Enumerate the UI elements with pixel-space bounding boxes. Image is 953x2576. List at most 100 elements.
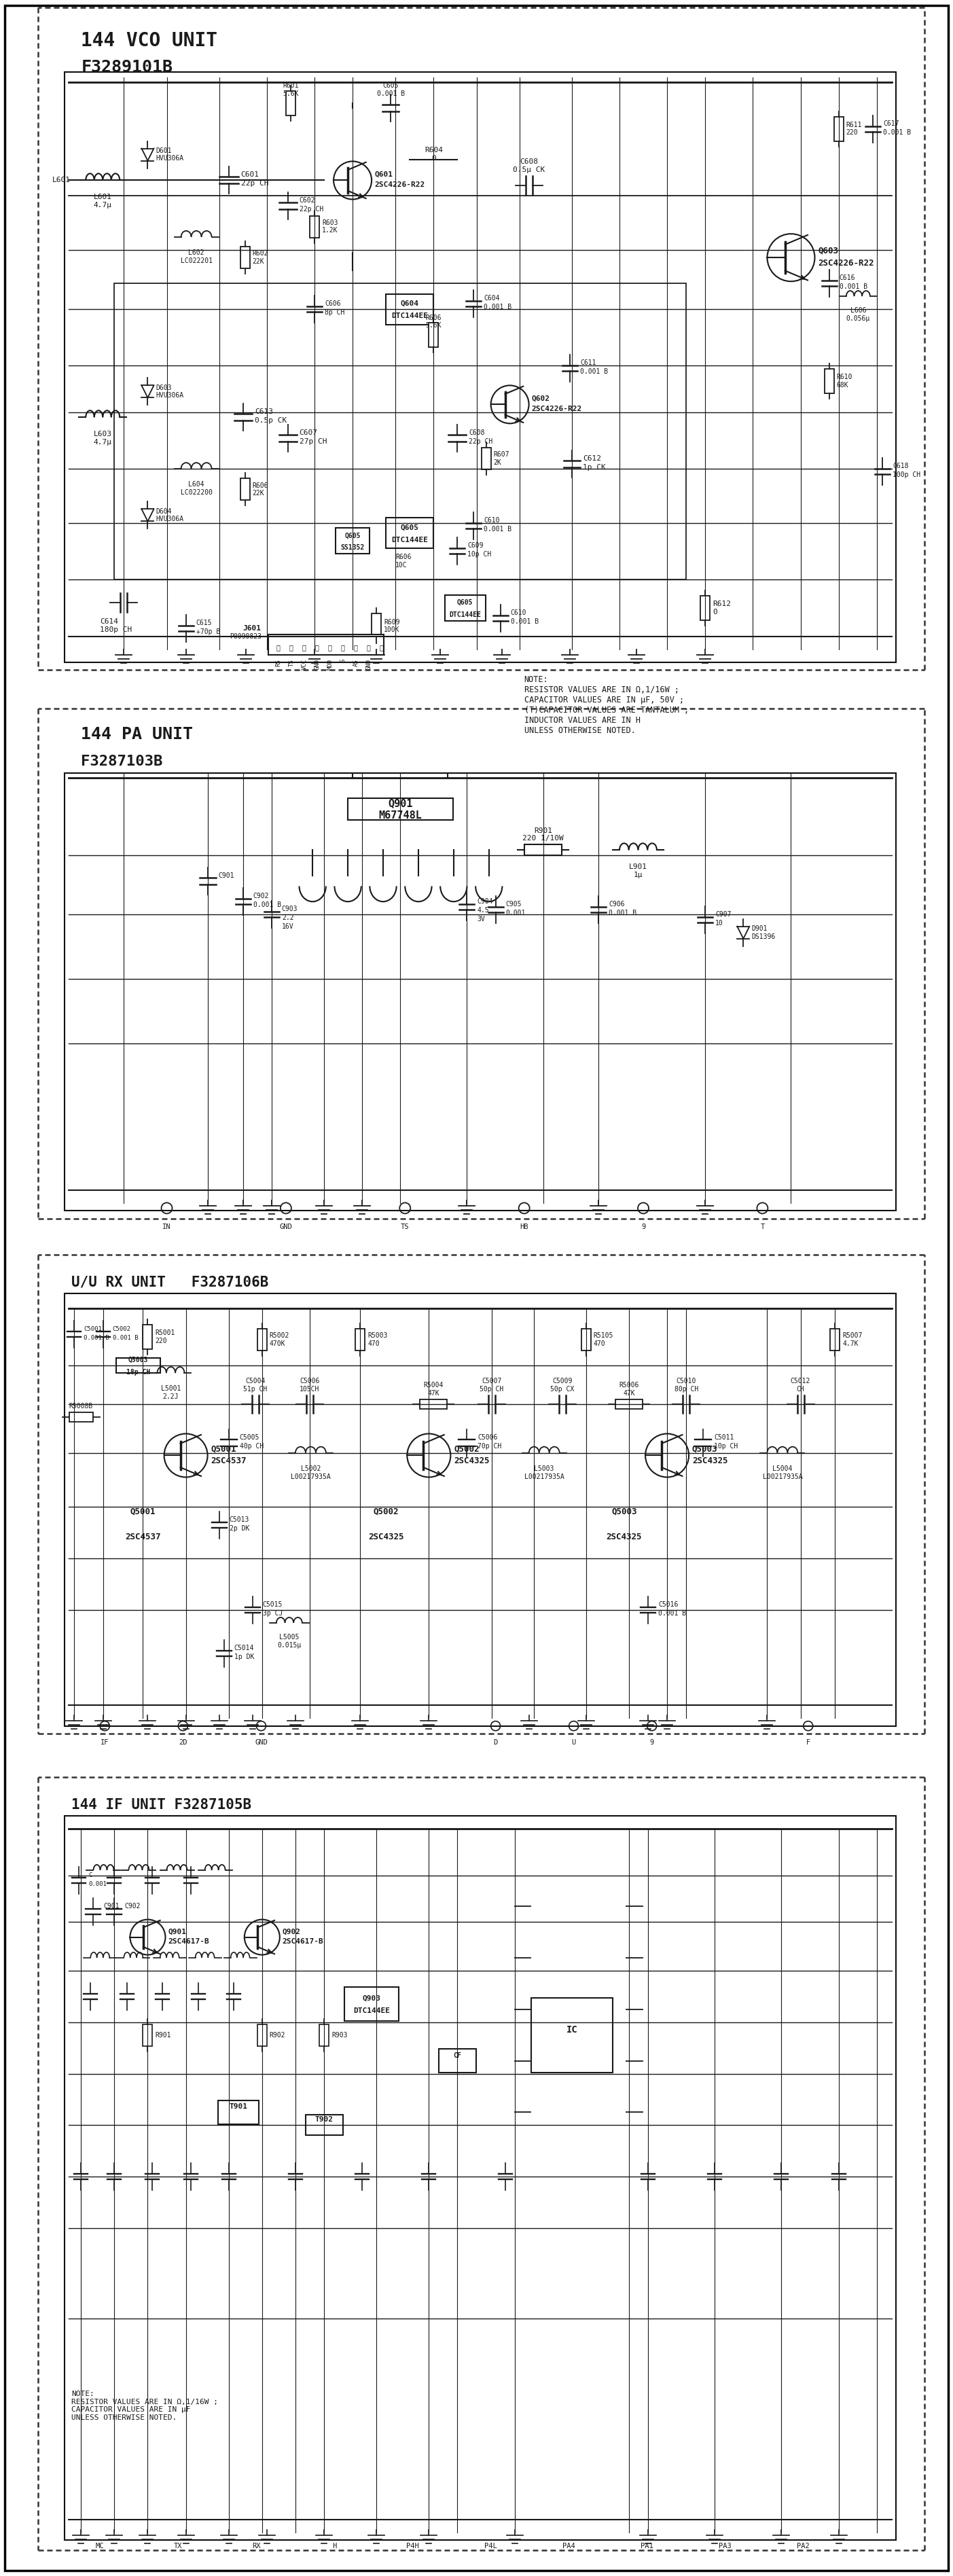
Text: D601
HVU306A: D601 HVU306A [156,147,184,162]
Text: TS: TS [401,1224,409,1231]
Text: 0.015μ: 0.015μ [277,1641,301,1649]
Text: R901
220 1/10W: R901 220 1/10W [522,827,564,842]
Text: IC: IC [566,2025,578,2035]
Text: C5016: C5016 [659,1602,679,1607]
Text: 144 IF UNIT F3287105B: 144 IF UNIT F3287105B [71,1798,252,1811]
Text: CF: CF [454,2053,461,2058]
Text: ⑨: ⑨ [379,644,384,652]
Text: Q5001: Q5001 [211,1445,236,1453]
Bar [114,283,686,580]
Text: R5006
47K: R5006 47K [619,1381,639,1396]
Text: L602: L602 [189,250,204,255]
Text: 3p CJ: 3p CJ [263,1610,283,1618]
Text: 2D: 2D [179,1739,187,1747]
Text: 10p CH: 10p CH [468,551,492,559]
Text: C5011: C5011 [714,1435,734,1440]
Text: 144 VCO UNIT: 144 VCO UNIT [81,31,217,49]
Text: IN: IN [163,1224,171,1231]
Text: C610: C610 [484,518,499,523]
Text: C5002: C5002 [112,1327,131,1332]
Text: 100p CH: 100p CH [893,471,921,479]
Text: 3V: 3V [477,914,485,922]
Text: 0.001: 0.001 [89,1880,107,1888]
Text: C5010
80p CH: C5010 80p CH [674,1378,699,1394]
Text: NOTE:
RESISTOR VALUES ARE IN Ω,1/16W ;
CAPACITOR VALUES ARE IN μF, 50V ;
(T)CAPA: NOTE: RESISTOR VALUES ARE IN Ω,1/16W ; C… [524,675,689,734]
Text: 9: 9 [641,1224,645,1231]
Text: C607: C607 [299,430,317,435]
Bar [824,368,834,394]
Text: VCC: VCC [301,659,307,670]
Text: R602
22K: R602 22K [253,250,269,265]
Text: Q902: Q902 [282,1929,301,1935]
Text: ⑧: ⑧ [367,644,371,652]
Text: 10p CH: 10p CH [714,1443,739,1450]
Text: C5001: C5001 [84,1327,102,1332]
Bar [348,799,453,819]
Bar [65,1816,896,2540]
Text: 10: 10 [716,920,723,927]
Bar [438,2048,476,2074]
Bar [524,845,562,855]
Bar [65,72,896,662]
Text: P0090823: P0090823 [230,634,261,639]
Text: C616: C616 [840,276,855,281]
Text: R5003
470: R5003 470 [368,1332,388,1347]
Text: R902: R902 [270,2032,286,2038]
Text: DTC144EE: DTC144EE [392,536,428,544]
Bar [429,322,438,348]
Text: L5004: L5004 [773,1466,793,1471]
Text: Q5002: Q5002 [374,1507,398,1515]
Text: Q605: Q605 [345,533,360,538]
Text: +70p B: +70p B [196,629,220,636]
Text: L604: L604 [189,482,204,487]
Bar [143,1324,152,1350]
Text: F3289101B: F3289101B [81,59,172,75]
Text: SS1352: SS1352 [340,544,365,551]
Bar [386,294,434,325]
Bar [700,595,710,621]
Text: R901: R901 [155,2032,172,2038]
Text: Q903: Q903 [362,1996,381,2002]
Text: T: T [760,1224,764,1231]
Text: 4.7μ: 4.7μ [93,201,112,209]
Text: C602: C602 [299,198,315,204]
Text: 0.001 B: 0.001 B [609,909,637,917]
Text: L5003: L5003 [535,1466,555,1471]
Bar [116,1358,160,1373]
Text: 0.001 B: 0.001 B [883,129,911,137]
Text: L5002: L5002 [301,1466,321,1471]
Text: ④: ④ [315,644,319,652]
Text: GND: GND [279,1224,293,1231]
Text: 0.001 B: 0.001 B [84,1334,110,1342]
Text: 2SC4325: 2SC4325 [692,1455,728,1466]
Text: NOTE:
RESISTOR VALUES ARE IN Ω,1/16W ;
CAPACITOR VALUES ARE IN μF
UNLESS OTHERWI: NOTE: RESISTOR VALUES ARE IN Ω,1/16W ; C… [71,2391,218,2421]
Text: R5004
47K: R5004 47K [424,1381,443,1396]
Text: C5014: C5014 [234,1646,254,1651]
Text: Q603: Q603 [819,247,839,255]
Text: C614
180p CH: C614 180p CH [100,618,132,634]
Text: 144 PA UNIT: 144 PA UNIT [81,726,193,742]
Text: C5009
50p CX: C5009 50p CX [550,1378,575,1394]
Text: 2p DK: 2p DK [230,1525,250,1533]
Bar [240,479,250,500]
Text: 2.2: 2.2 [282,914,294,922]
Text: Q901: Q901 [388,799,413,809]
Text: 22p CH: 22p CH [241,180,269,188]
Text: GND: GND [314,659,320,670]
Bar [420,1399,447,1409]
Text: R5002
470K: R5002 470K [270,1332,290,1347]
Text: C5006: C5006 [477,1435,497,1440]
Text: C903: C903 [282,907,297,912]
Text: PA2: PA2 [797,2543,810,2550]
Text: C5005: C5005 [239,1435,259,1440]
Text: C902: C902 [253,894,269,899]
Text: C5006
105CH: C5006 105CH [300,1378,319,1394]
Text: L00217935A: L00217935A [524,1473,564,1481]
Text: 0.001 B: 0.001 B [253,902,281,909]
Bar [143,2025,152,2045]
Bar [65,773,896,1211]
Text: H: H [333,2543,336,2550]
Text: R5105
470: R5105 470 [594,1332,614,1347]
Text: C604: C604 [484,296,499,301]
Text: 0.001 B: 0.001 B [112,1334,138,1342]
